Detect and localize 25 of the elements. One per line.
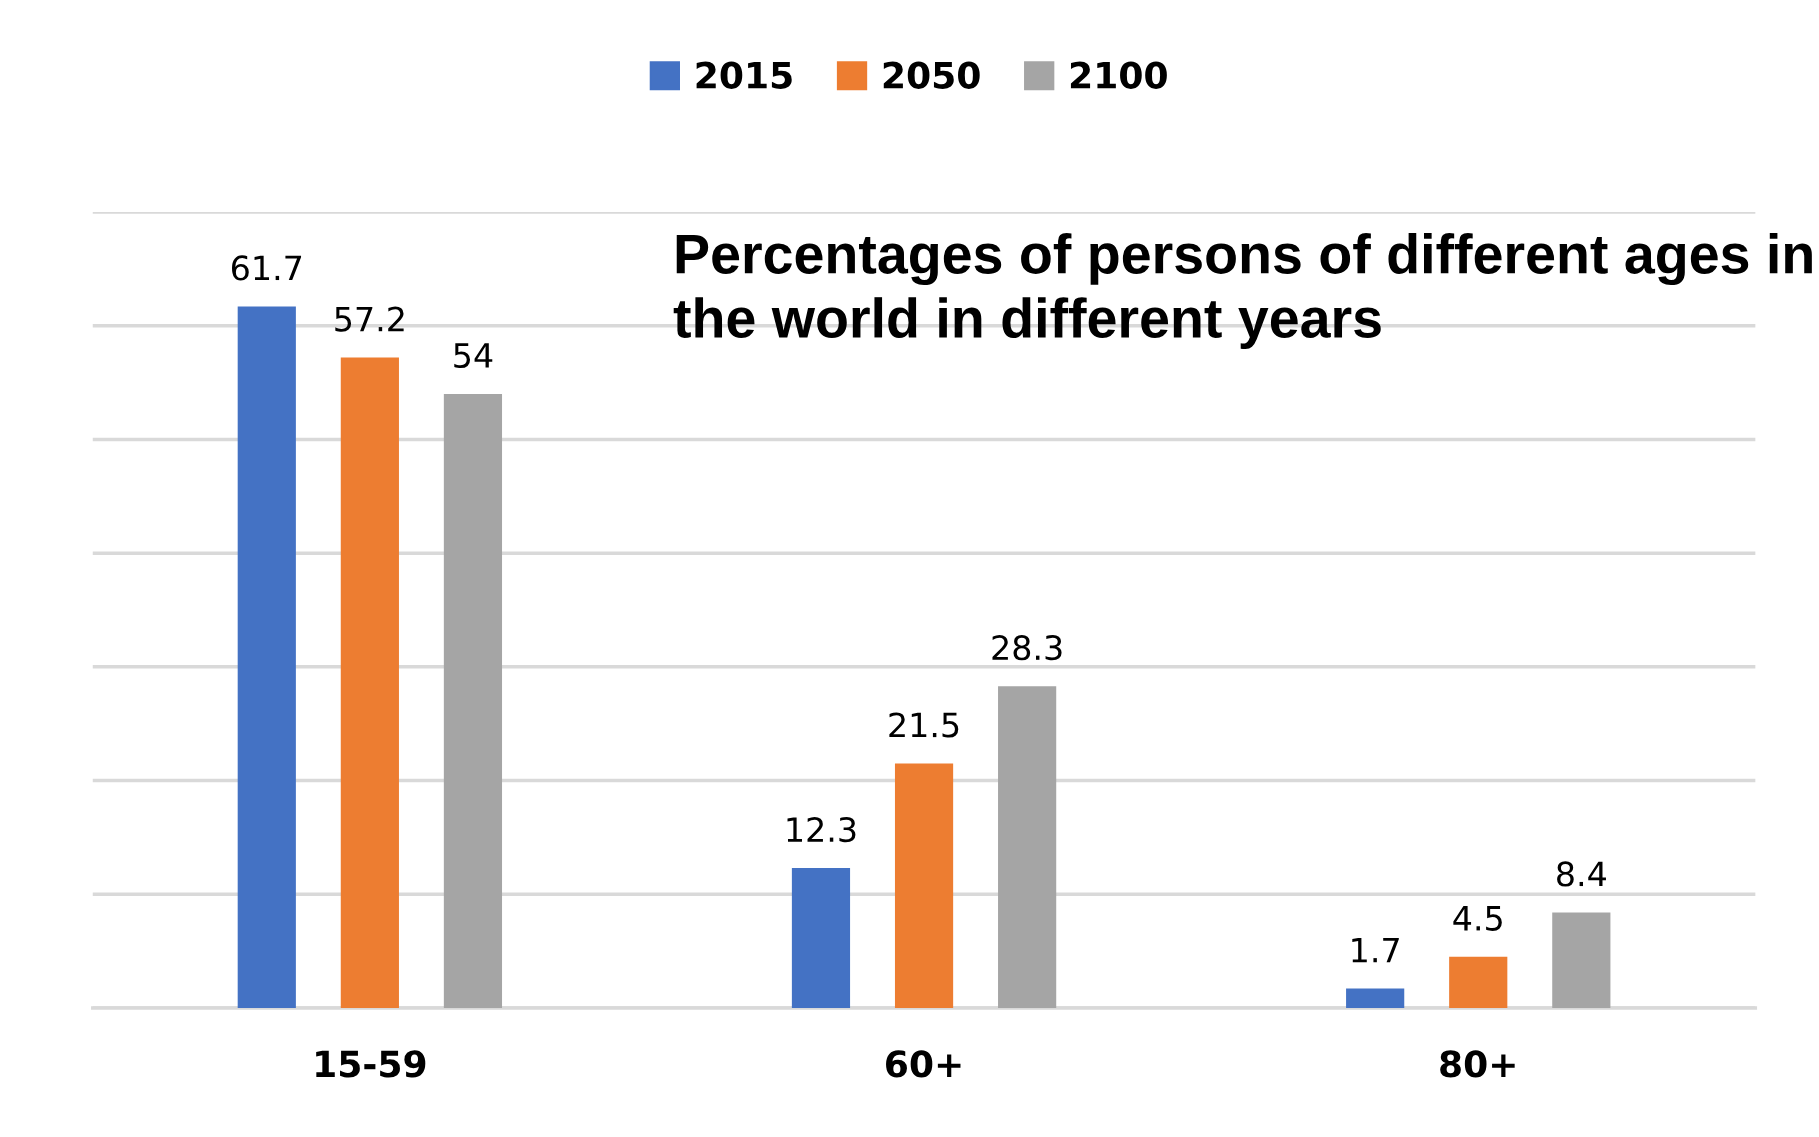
data-label: 12.3 (787, 816, 856, 843)
x-tick-label: 60+ (886, 1050, 961, 1078)
bar (340, 357, 399, 1008)
bar (1449, 956, 1508, 1008)
data-label: 21.5 (889, 712, 959, 738)
bar (791, 868, 851, 1008)
data-label: 8.4 (1557, 861, 1606, 887)
bar (998, 686, 1057, 1008)
data-label: 28.3 (992, 635, 1062, 661)
data-label: 4.5 (1453, 906, 1502, 931)
legend-label: 2015 (696, 61, 792, 89)
bar (1552, 912, 1611, 1008)
bar (894, 763, 954, 1008)
legend-label: 2050 (883, 61, 980, 89)
x-tick-label: 80+ (1440, 1050, 1515, 1078)
bar (237, 306, 296, 1008)
data-label: 61.7 (232, 255, 302, 281)
x-tick-label: 15-59 (316, 1050, 426, 1078)
data-label: 57.2 (335, 306, 404, 332)
data-label: 1.7 (1352, 937, 1399, 963)
data-label: 54 (454, 343, 493, 369)
bar (443, 393, 503, 1008)
bar (1346, 988, 1405, 1008)
text: Percentages of persons of different ages in the world in different years (673, 233, 1812, 349)
legend-label: 2100 (1070, 61, 1167, 89)
